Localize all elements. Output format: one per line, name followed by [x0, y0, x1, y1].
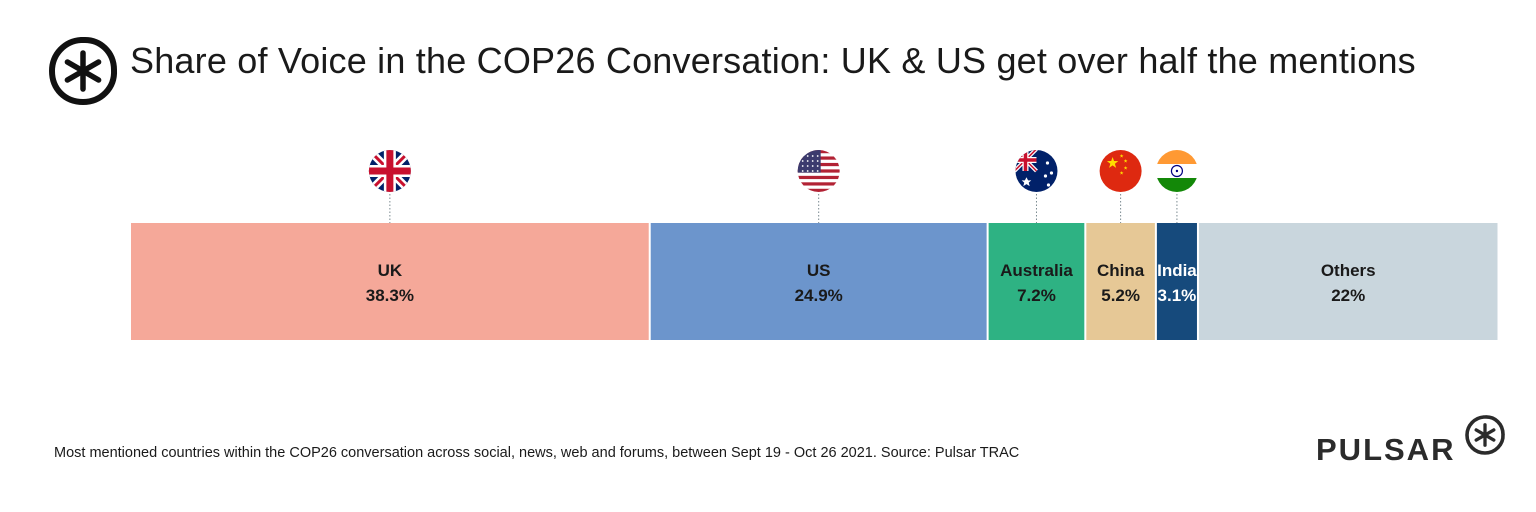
bar-china [1086, 223, 1155, 340]
segment-us: US 24.9% [650, 223, 987, 340]
segment-india: India 3.1% [1156, 223, 1197, 340]
bar-us [650, 223, 987, 340]
bar-others [1198, 223, 1498, 340]
category-label-australia: Australia [1000, 261, 1073, 280]
segment-china: China 5.2% [1086, 223, 1155, 340]
india-flag-icon [1155, 150, 1198, 192]
segment-australia: Australia 7.2% [988, 223, 1085, 340]
china-flag-icon [1099, 150, 1142, 192]
us-flag-icon [797, 150, 840, 192]
bar-india [1156, 223, 1197, 340]
category-label-us: US [807, 261, 831, 280]
value-label-us: 24.9% [795, 286, 843, 305]
category-label-india: India [1157, 261, 1197, 280]
footnote: Most mentioned countries within the COP2… [54, 445, 1020, 461]
asterisk-circle-icon [48, 36, 117, 106]
category-label-others: Others [1321, 261, 1376, 280]
value-label-others: 22% [1331, 286, 1365, 305]
asterisk-circle-icon [1465, 415, 1505, 455]
value-label-india: 3.1% [1158, 286, 1197, 305]
brand-wordmark: PULSAR [1316, 432, 1456, 467]
segment-others: Others 22% [1198, 223, 1498, 340]
value-label-uk: 38.3% [366, 286, 414, 305]
uk-flag-icon [368, 150, 411, 192]
category-label-china: China [1097, 261, 1145, 280]
page-title: Share of Voice in the COP26 Conversation… [130, 40, 1416, 81]
value-label-australia: 7.2% [1017, 286, 1056, 305]
bar-uk [131, 223, 649, 340]
value-label-china: 5.2% [1101, 286, 1140, 305]
australia-flag-icon [1015, 150, 1058, 192]
category-label-uk: UK [378, 261, 403, 280]
segment-uk: UK 38.3% [131, 223, 649, 340]
bar-australia [988, 223, 1085, 340]
